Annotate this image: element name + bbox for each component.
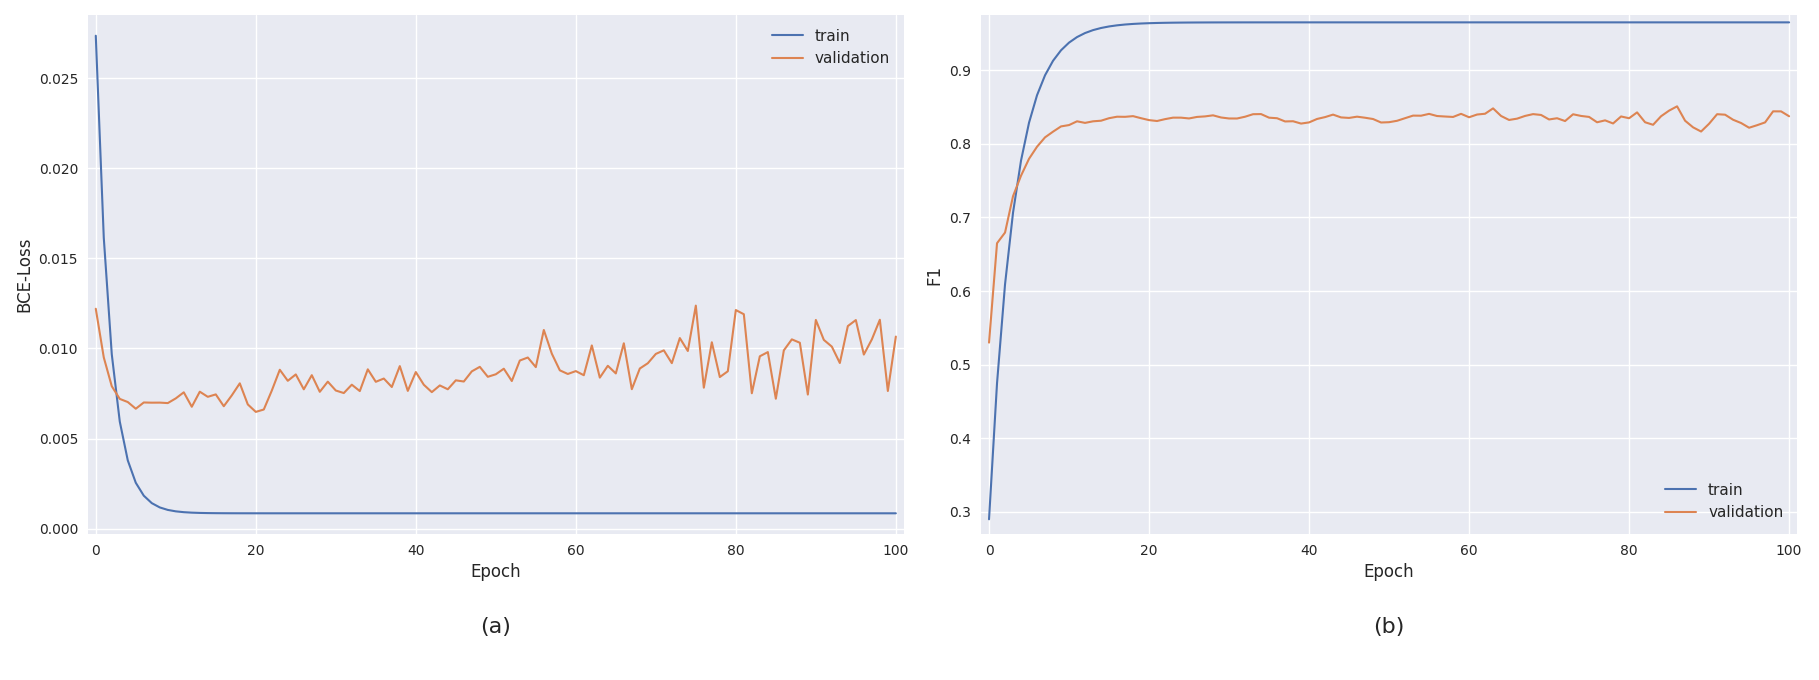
- validation: [653, 346, 675, 354]
- train: [1035, 71, 1057, 80]
- validation: [1346, 113, 1368, 121]
- train: [1459, 18, 1481, 27]
- train: [85, 32, 107, 40]
- train: [1539, 18, 1561, 27]
- validation: [1579, 113, 1601, 121]
- validation: [1666, 102, 1688, 110]
- X-axis label: Epoch: Epoch: [471, 563, 520, 581]
- validation: [85, 305, 107, 313]
- validation: [700, 338, 722, 346]
- validation: [460, 367, 482, 375]
- validation: [293, 386, 315, 394]
- train: [1579, 18, 1601, 27]
- train: [686, 509, 708, 517]
- Y-axis label: BCE-Loss: BCE-Loss: [15, 237, 33, 312]
- Text: (a): (a): [480, 617, 511, 637]
- validation: [140, 398, 162, 407]
- X-axis label: Epoch: Epoch: [1364, 563, 1415, 581]
- Line: validation: validation: [96, 305, 895, 412]
- validation: [686, 301, 708, 309]
- train: [884, 509, 906, 517]
- train: [140, 499, 162, 507]
- validation: [979, 339, 1000, 347]
- train: [286, 509, 307, 517]
- Line: train: train: [96, 36, 895, 513]
- train: [1779, 18, 1801, 27]
- Line: validation: validation: [990, 106, 1790, 343]
- Y-axis label: F1: F1: [926, 265, 944, 284]
- validation: [1459, 113, 1481, 121]
- validation: [1779, 112, 1801, 120]
- train: [646, 509, 668, 517]
- train: [693, 509, 715, 517]
- train: [453, 509, 475, 517]
- Legend: train, validation: train, validation: [1659, 477, 1790, 526]
- validation: [884, 333, 906, 341]
- validation: [1179, 114, 1201, 122]
- Legend: train, validation: train, validation: [766, 22, 897, 73]
- Text: (b): (b): [1373, 617, 1404, 637]
- train: [979, 515, 1000, 524]
- validation: [1539, 116, 1561, 124]
- validation: [246, 408, 267, 416]
- Line: train: train: [990, 22, 1790, 520]
- train: [566, 509, 588, 517]
- validation: [573, 371, 595, 379]
- train: [1346, 18, 1368, 27]
- validation: [1035, 133, 1057, 141]
- train: [1179, 18, 1201, 27]
